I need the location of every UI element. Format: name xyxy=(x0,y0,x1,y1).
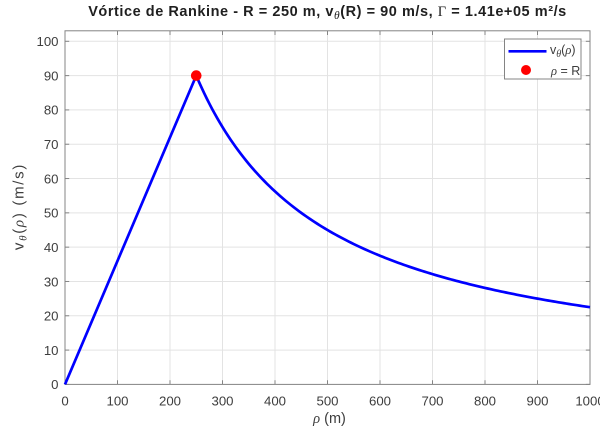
svg-text:300: 300 xyxy=(211,394,233,409)
svg-text:400: 400 xyxy=(264,394,286,409)
svg-text:vθ(ρ) (m/s): vθ(ρ) (m/s) xyxy=(11,163,30,250)
svg-text:Vórtice de Rankine - R = 250 m: Vórtice de Rankine - R = 250 m, vθ(R) = … xyxy=(88,4,567,22)
svg-text:200: 200 xyxy=(159,394,181,409)
svg-text:0: 0 xyxy=(51,377,58,392)
svg-text:600: 600 xyxy=(369,394,391,409)
svg-text:ρ = R: ρ = R xyxy=(550,64,580,78)
svg-text:70: 70 xyxy=(44,137,59,152)
svg-text:20: 20 xyxy=(44,309,59,324)
svg-text:500: 500 xyxy=(316,394,338,409)
svg-text:100: 100 xyxy=(106,394,128,409)
svg-text:40: 40 xyxy=(44,240,59,255)
svg-text:100: 100 xyxy=(36,34,58,49)
svg-text:30: 30 xyxy=(44,274,59,289)
svg-text:ρ (m): ρ (m) xyxy=(312,411,346,427)
svg-text:50: 50 xyxy=(44,206,59,221)
svg-text:900: 900 xyxy=(526,394,548,409)
svg-text:90: 90 xyxy=(44,68,59,83)
svg-text:0: 0 xyxy=(61,394,68,409)
svg-text:800: 800 xyxy=(474,394,496,409)
svg-text:10: 10 xyxy=(44,343,59,358)
svg-text:60: 60 xyxy=(44,171,59,186)
svg-text:700: 700 xyxy=(421,394,443,409)
svg-text:80: 80 xyxy=(44,103,59,118)
